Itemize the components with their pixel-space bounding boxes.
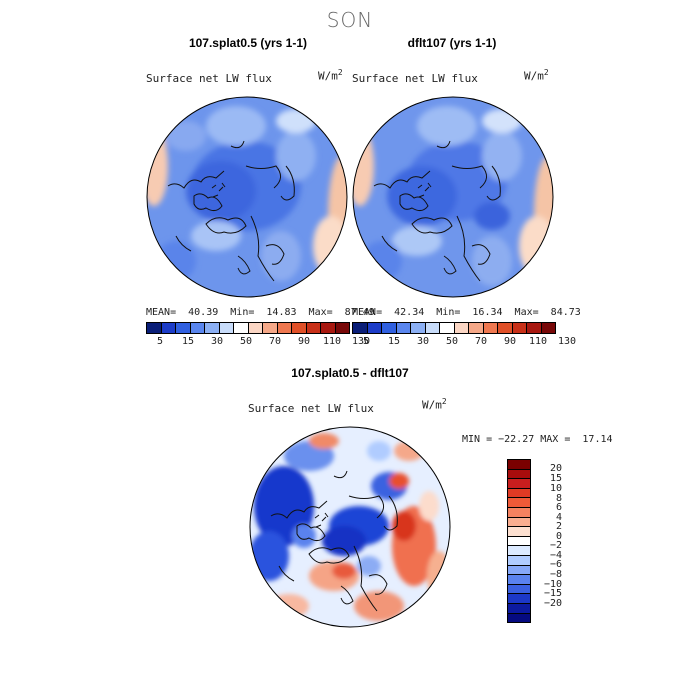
cb2-swatch xyxy=(367,323,382,333)
cb3-tick: 8 xyxy=(555,493,562,504)
cb1-swatch xyxy=(234,323,249,333)
cb3-swatch xyxy=(508,479,530,489)
cb2-tick: 30 xyxy=(416,336,430,347)
panel2-title: dflt107 (yrs 1-1) xyxy=(407,36,497,50)
cb1-tick: 130 xyxy=(351,336,371,347)
diff-units: W/m2 xyxy=(422,397,447,412)
cb2-swatch xyxy=(527,323,542,333)
panel1-colorbar-ticks: 5 15 30 50 70 90 110 130 xyxy=(146,336,370,350)
cb2-swatch xyxy=(382,323,397,333)
cb2-swatch xyxy=(454,323,469,333)
cb1-tick: 30 xyxy=(210,336,224,347)
cb2-tick: 50 xyxy=(445,336,459,347)
cb2-swatch xyxy=(396,323,411,333)
cb2-tick: 15 xyxy=(387,336,401,347)
diff-variable: Surface net LW flux xyxy=(248,402,374,415)
cb3-tick: 2 xyxy=(555,521,562,532)
cb1-swatch xyxy=(176,323,191,333)
cb1-tick: 15 xyxy=(181,336,195,347)
cb3-tick: −20 xyxy=(543,598,562,609)
cb2-swatch xyxy=(512,323,527,333)
cb2-swatch xyxy=(353,323,368,333)
cb3-swatch xyxy=(508,507,530,518)
panel2-colorbar xyxy=(352,322,556,334)
cb2-tick: 5 xyxy=(362,336,370,347)
diff-title: 107.splat0.5 - dflt107 xyxy=(291,366,409,380)
cb1-swatch xyxy=(335,323,349,333)
cb3-tick: −8 xyxy=(549,569,562,580)
cb2-swatch xyxy=(483,323,498,333)
panel1-colorbar xyxy=(146,322,350,334)
panel1-units: W/m2 xyxy=(318,68,343,83)
cb1-tick: 50 xyxy=(239,336,253,347)
cb1-swatch xyxy=(248,323,263,333)
cb3-tick: −10 xyxy=(543,579,562,590)
cb1-tick: 90 xyxy=(297,336,311,347)
panel2-units: W/m2 xyxy=(524,68,549,83)
cb3-tick: −15 xyxy=(543,588,562,599)
cb3-swatch xyxy=(508,575,530,585)
cb2-swatch xyxy=(440,323,455,333)
cb3-tick: −6 xyxy=(549,559,562,570)
panel1-map xyxy=(146,96,348,298)
cb1-swatch xyxy=(321,323,336,333)
panel2-map xyxy=(352,96,554,298)
cb2-swatch xyxy=(469,323,484,333)
cb3-swatch xyxy=(508,555,530,566)
panel2-stats: MEAN= 42.34 Min= 16.34 Max= 84.73 xyxy=(352,307,581,318)
cb3-tick: −4 xyxy=(549,550,562,561)
cb1-tick: 70 xyxy=(268,336,282,347)
cb2-tick: 110 xyxy=(528,336,548,347)
cb1-swatch xyxy=(147,323,162,333)
cb1-swatch xyxy=(219,323,234,333)
cb1-swatch xyxy=(205,323,220,333)
cb2-swatch xyxy=(541,323,555,333)
cb3-swatch xyxy=(508,460,530,470)
diff-colorbar-ticks: 20 15 10 8 6 4 2 0 −2 −4 −6 −8 −10 −15 −… xyxy=(530,459,570,621)
cb3-swatch xyxy=(508,613,530,623)
cb3-swatch xyxy=(508,517,530,528)
season-title: SON xyxy=(326,8,374,32)
cb3-swatch xyxy=(508,594,530,604)
diff-stats: MIN = −22.27 MAX = 17.14 xyxy=(462,434,613,445)
cb2-tick: 130 xyxy=(557,336,577,347)
cb1-tick: 5 xyxy=(156,336,164,347)
panel1-variable: Surface net LW flux xyxy=(146,72,272,85)
cb3-swatch xyxy=(508,584,530,595)
cb3-swatch xyxy=(508,498,530,508)
cb3-tick: 6 xyxy=(555,502,562,513)
cb1-swatch xyxy=(161,323,176,333)
panel2-colorbar-ticks: 5 15 30 50 70 90 110 130 xyxy=(352,336,576,350)
cb3-swatch xyxy=(508,488,530,499)
cb2-swatch xyxy=(425,323,440,333)
cb3-swatch xyxy=(508,536,530,547)
cb3-swatch xyxy=(508,565,530,576)
diff-colorbar xyxy=(507,459,531,623)
cb3-tick: −2 xyxy=(549,540,562,551)
cb3-swatch xyxy=(508,469,530,480)
panel2-variable: Surface net LW flux xyxy=(352,72,478,85)
cb1-swatch xyxy=(263,323,278,333)
cb1-swatch xyxy=(277,323,292,333)
cb1-swatch xyxy=(190,323,205,333)
cb1-swatch xyxy=(292,323,307,333)
cb2-swatch xyxy=(498,323,513,333)
cb1-swatch xyxy=(306,323,321,333)
cb3-swatch xyxy=(508,527,530,537)
panel1-title: 107.splat0.5 (yrs 1-1) xyxy=(188,36,308,50)
cb3-swatch xyxy=(508,546,530,556)
cb3-swatch xyxy=(508,603,530,614)
cb2-tick: 90 xyxy=(503,336,517,347)
diff-map xyxy=(249,426,451,628)
cb3-tick: 0 xyxy=(555,531,562,542)
panel1-stats: MEAN= 40.39 Min= 14.83 Max= 87.49 xyxy=(146,307,375,318)
cb3-tick: 10 xyxy=(549,483,562,494)
cb1-tick: 110 xyxy=(322,336,342,347)
cb2-swatch xyxy=(411,323,426,333)
cb3-tick: 15 xyxy=(549,473,562,484)
cb2-tick: 70 xyxy=(474,336,488,347)
cb3-tick: 20 xyxy=(549,463,562,474)
cb3-tick: 4 xyxy=(555,512,562,523)
